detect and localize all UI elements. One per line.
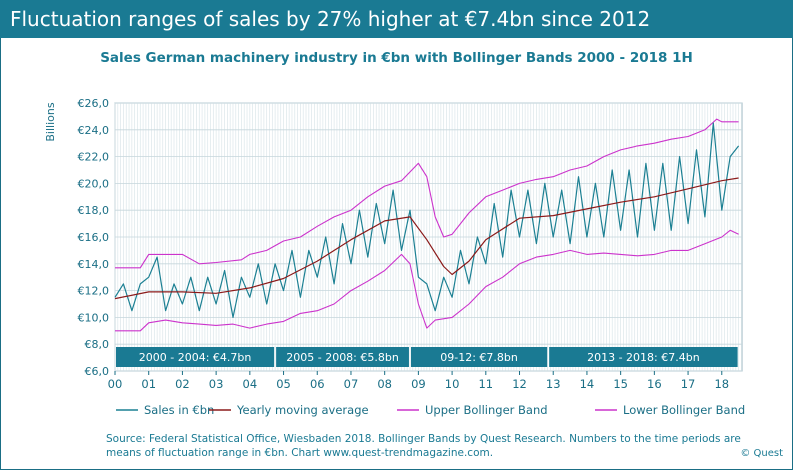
legend-entry: Lower Bollinger Band [623, 403, 745, 417]
x-tick-label: 11 [478, 377, 493, 391]
x-tick-label: 13 [546, 377, 561, 391]
period-label: 2005 - 2008: €5.8bn [286, 351, 399, 364]
y-tick-label: €10,0 [78, 311, 110, 324]
x-tick-label: 14 [580, 377, 595, 391]
series-line-moving-average [114, 177, 739, 300]
x-tick-label: 10 [445, 377, 460, 391]
legend-entry: Yearly moving average [236, 403, 369, 417]
x-tick-label: 15 [613, 377, 628, 391]
source-note: Source: Federal Statistical Office, Wies… [106, 433, 741, 459]
period-box [116, 347, 275, 367]
x-tick-label: 02 [175, 377, 190, 391]
period-box [276, 347, 409, 367]
y-tick-label: €14,0 [78, 258, 110, 271]
y-tick-label: €6,0 [85, 365, 110, 378]
y-tick-label: €16,0 [78, 231, 110, 244]
x-tick-label: 01 [141, 377, 156, 391]
chart-title: Sales German machinery industry in €bn w… [100, 50, 693, 66]
x-tick-label: 00 [108, 377, 123, 391]
y-tick-label: €24,0 [78, 124, 110, 137]
x-tick-label: 08 [377, 377, 392, 391]
x-tick-label: 18 [714, 377, 729, 391]
y-tick-label: €18,0 [78, 204, 110, 217]
x-tick-label: 07 [344, 377, 359, 391]
y-axis-label: Billions [44, 102, 57, 141]
series-line-upper-band [115, 118, 739, 269]
period-box [549, 347, 738, 367]
y-tick-label: €12,0 [78, 285, 110, 298]
x-tick-label: 16 [647, 377, 662, 391]
y-tick-label: €22,0 [78, 151, 110, 164]
legend-entry: Sales in €bn [144, 403, 214, 417]
period-label: 2013 - 2018: €7.4bn [587, 351, 700, 364]
x-tick-label: 12 [512, 377, 527, 391]
x-tick-label: 03 [209, 377, 224, 391]
x-tick-label: 09 [411, 377, 426, 391]
x-tick-label: 05 [276, 377, 291, 391]
period-box [410, 347, 548, 367]
copyright: © Quest [740, 448, 783, 459]
x-tick-label: 06 [310, 377, 325, 391]
period-label: 09-12: €7.8bn [440, 351, 518, 364]
page-headline: Fluctuation ranges of sales by 27% highe… [0, 0, 793, 38]
y-tick-label: €8,0 [85, 338, 110, 351]
x-tick-label: 04 [243, 377, 258, 391]
series-line-lower-band [115, 229, 739, 332]
y-tick-label: €20,0 [78, 177, 110, 190]
period-label: 2000 - 2004: €4.7bn [139, 351, 252, 364]
x-tick-label: 17 [681, 377, 696, 391]
y-tick-label: €26,0 [78, 97, 110, 110]
legend-entry: Upper Bollinger Band [425, 403, 548, 417]
